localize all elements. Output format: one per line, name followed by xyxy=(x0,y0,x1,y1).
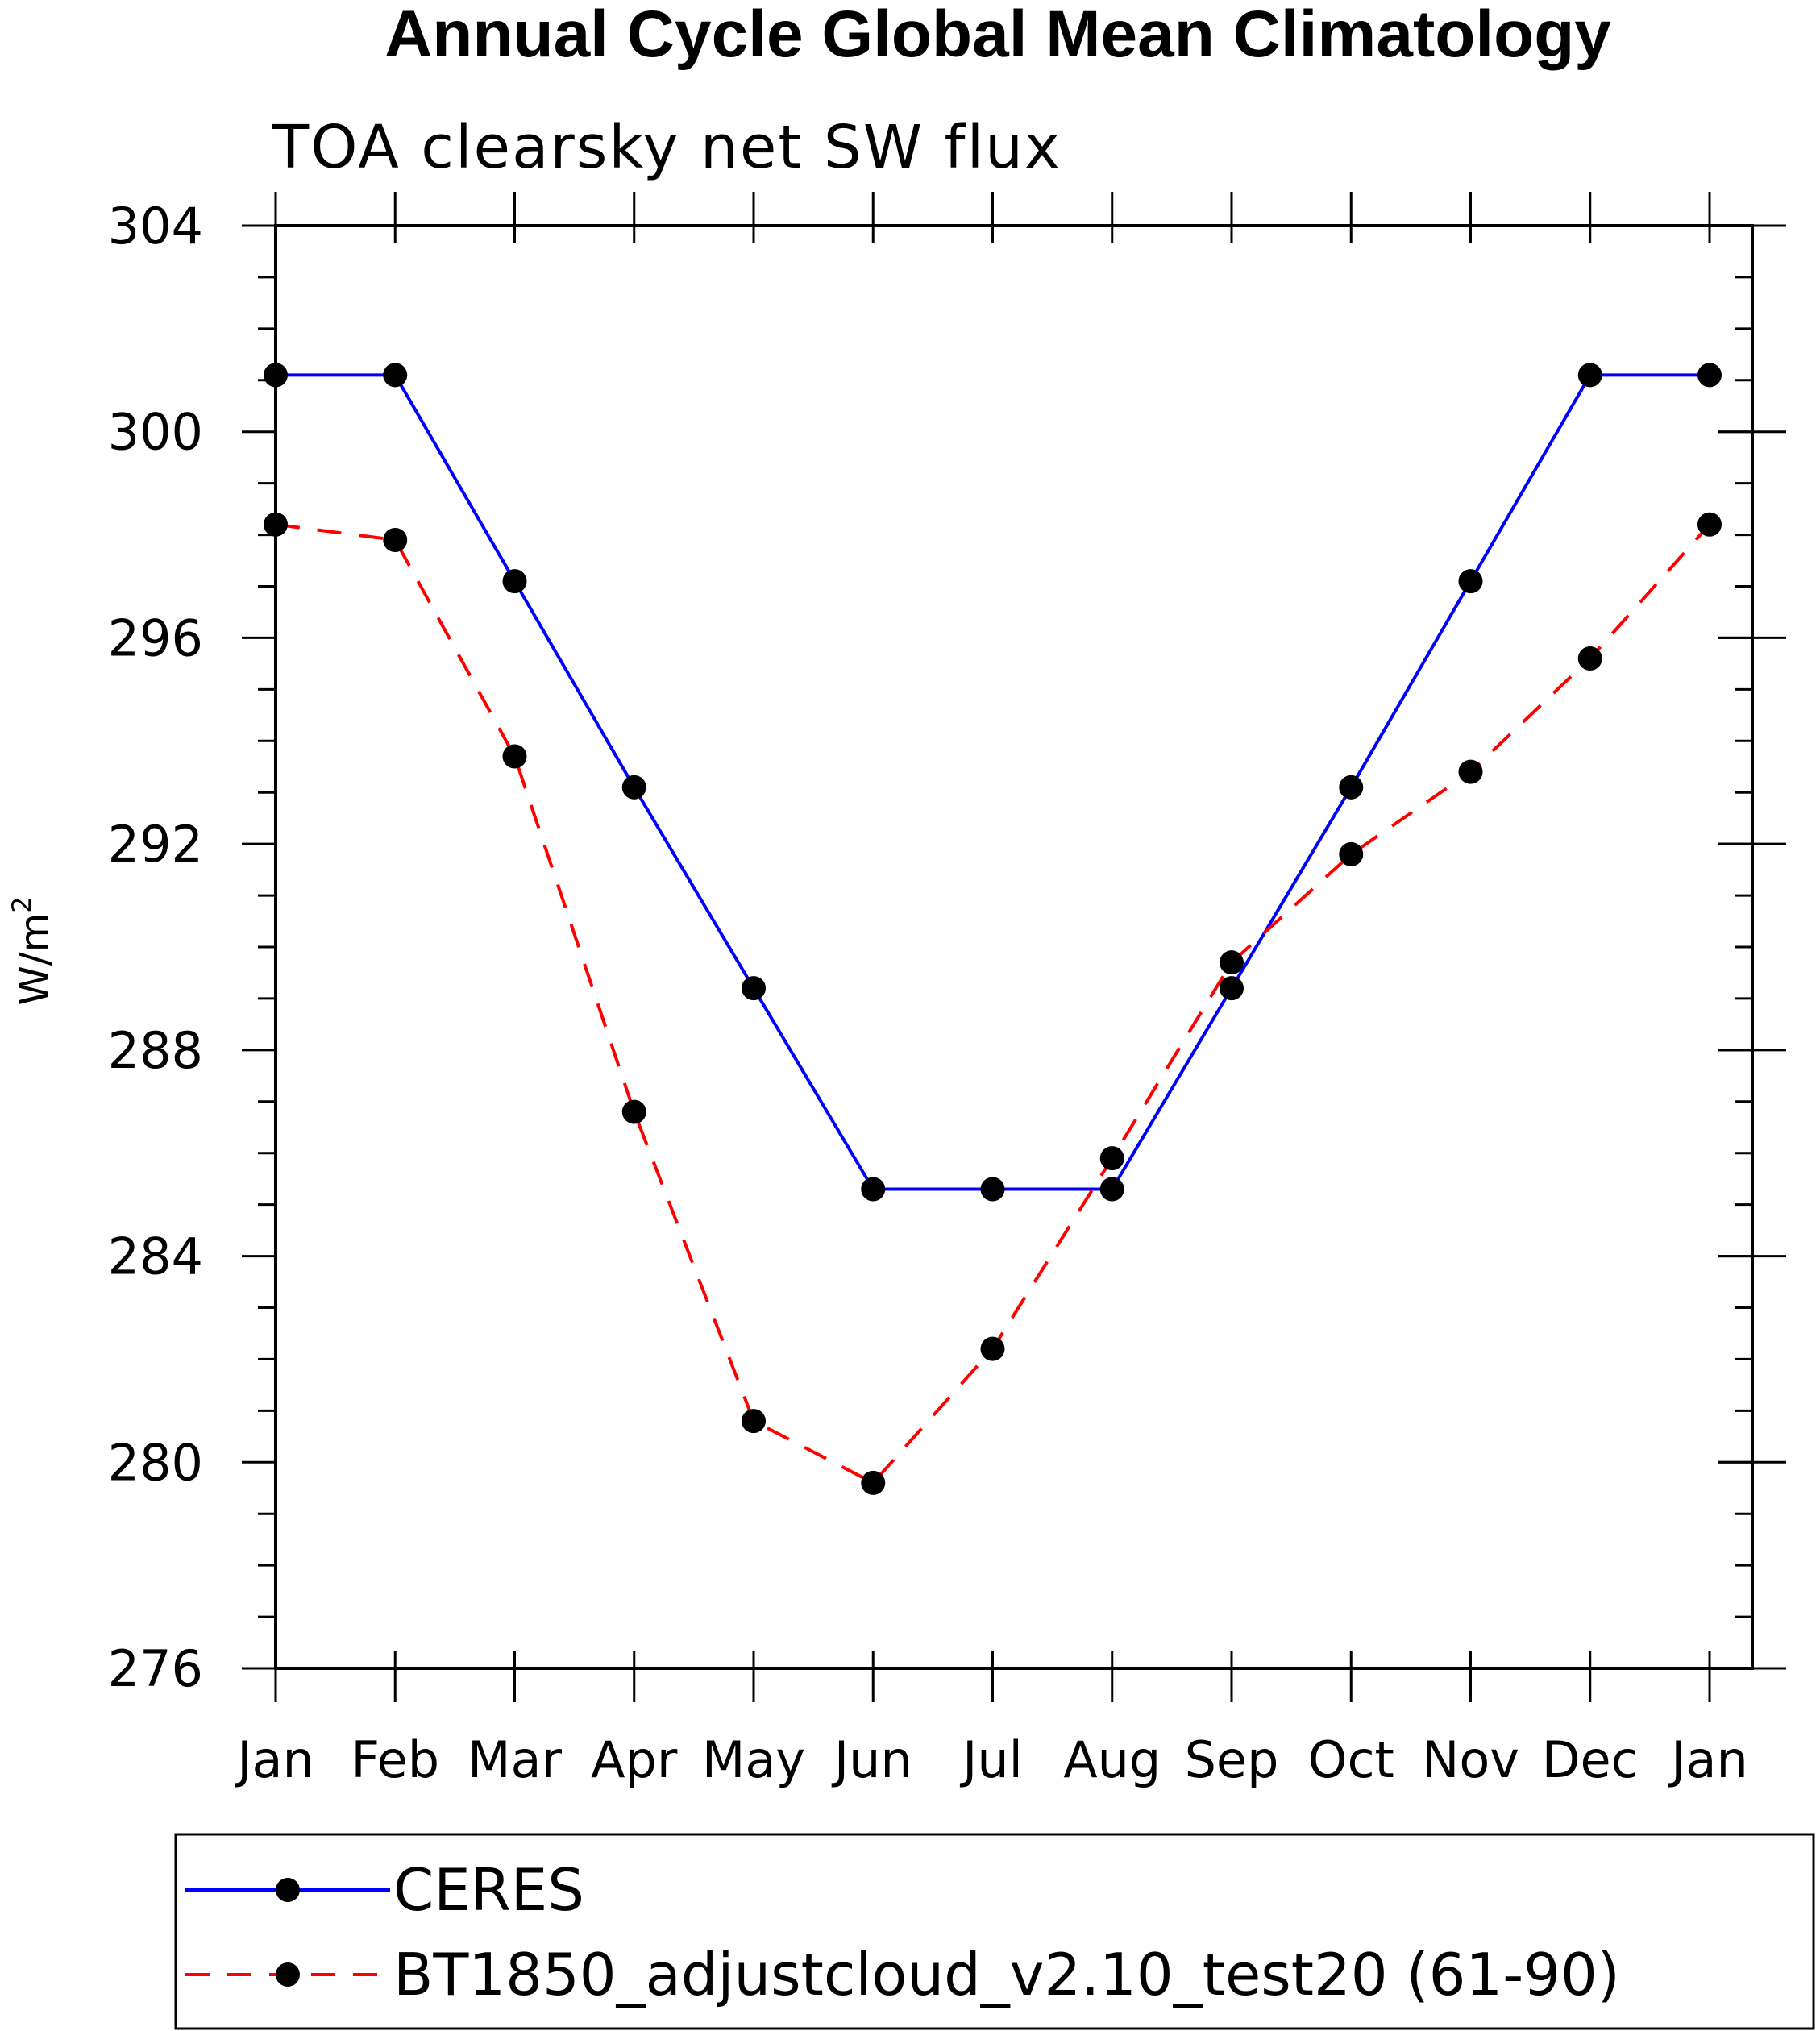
plot-frame xyxy=(274,224,1754,1670)
data-point-ceres xyxy=(1099,1177,1124,1202)
x-tick-label: Aug xyxy=(1063,1730,1161,1789)
data-point-ceres xyxy=(1577,363,1602,388)
data-point-model xyxy=(742,1409,766,1434)
x-tick-label: Jan xyxy=(1668,1730,1748,1789)
legend-marker-ceres xyxy=(276,1878,300,1902)
y-tick-label: 304 xyxy=(108,197,203,255)
series-line-ceres xyxy=(276,373,1710,1191)
x-tick-label: Oct xyxy=(1308,1730,1394,1789)
data-point-ceres xyxy=(980,1177,1005,1202)
data-point-model xyxy=(1697,512,1722,537)
data-point-ceres xyxy=(1458,569,1483,594)
y-tick-label: 296 xyxy=(108,608,203,667)
x-tick-label: May xyxy=(702,1730,805,1789)
y-axis-label-text: W/m xyxy=(11,913,58,1006)
chart-subtitle: TOA clearsky net SW flux xyxy=(272,113,1062,182)
x-tick-label: Jul xyxy=(959,1730,1023,1789)
data-point-model xyxy=(1220,950,1244,975)
legend: CERES BT1850_adjustcloud_v2.10_test20 (6… xyxy=(174,1833,1815,2030)
data-point-ceres xyxy=(621,775,646,800)
legend-label-ceres: CERES xyxy=(393,1856,584,1924)
x-tick-label: Sep xyxy=(1185,1730,1279,1789)
y-tick-label: 276 xyxy=(108,1639,203,1698)
x-tick-label: Feb xyxy=(351,1730,439,1789)
chart-title: Annual Cycle Global Mean Climatology xyxy=(384,0,1611,71)
legend-label-model: BT1850_adjustcloud_v2.10_test20 (61-90) xyxy=(393,1941,1620,2008)
y-tick-label: 284 xyxy=(108,1227,203,1286)
x-tick-label: Mar xyxy=(467,1730,562,1789)
y-axis-label-superscript: 2 xyxy=(6,896,37,912)
data-point-ceres xyxy=(1220,976,1244,1001)
legend-box xyxy=(174,1833,1815,2030)
axes-layer: 276 280 284 288 292 296 300 304 Jan Feb Mar Apr May J… xyxy=(108,192,1786,1789)
data-point-model xyxy=(1339,841,1364,866)
y-axis-label: W/m2 xyxy=(6,896,58,1005)
x-tick-label: Jan xyxy=(234,1730,314,1789)
y-tick-label: 280 xyxy=(108,1433,203,1492)
data-point-ceres xyxy=(861,1177,886,1202)
y-tick-label: 300 xyxy=(108,403,203,462)
data-point-ceres xyxy=(1697,363,1722,388)
data-point-model xyxy=(621,1099,646,1124)
x-tick-label: Jun xyxy=(831,1730,912,1789)
marker-layer xyxy=(264,363,1722,1495)
y-tick-label: 292 xyxy=(108,815,203,874)
data-point-ceres xyxy=(1339,775,1364,800)
data-point-ceres xyxy=(383,363,408,388)
data-point-model xyxy=(980,1336,1005,1361)
x-tick-label: Apr xyxy=(591,1730,678,1789)
legend-marker-model xyxy=(276,1962,300,1987)
data-point-model xyxy=(1458,759,1483,784)
data-point-model xyxy=(1099,1146,1124,1171)
x-tick-label: Dec xyxy=(1542,1730,1639,1789)
data-point-model xyxy=(1577,646,1602,671)
x-tick-label: Nov xyxy=(1422,1730,1519,1789)
data-point-model xyxy=(502,744,527,769)
y-tick-label: 288 xyxy=(108,1021,203,1080)
data-point-model xyxy=(861,1470,886,1495)
series-layer xyxy=(275,373,1711,1485)
data-point-ceres xyxy=(742,976,766,1001)
data-point-model xyxy=(383,527,408,552)
data-point-ceres xyxy=(502,569,527,594)
